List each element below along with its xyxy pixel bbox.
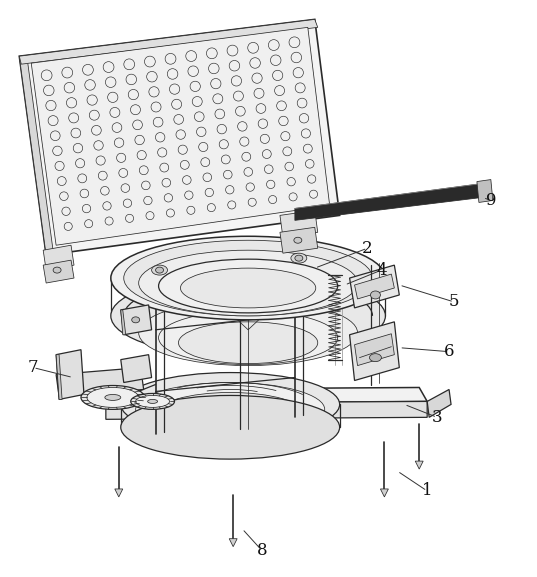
Polygon shape	[31, 27, 330, 245]
Polygon shape	[121, 305, 151, 335]
Polygon shape	[350, 322, 400, 380]
Polygon shape	[427, 389, 451, 417]
Ellipse shape	[53, 267, 61, 273]
Polygon shape	[229, 539, 237, 546]
Polygon shape	[106, 402, 427, 419]
Polygon shape	[43, 245, 74, 270]
Text: 9: 9	[485, 192, 496, 209]
Polygon shape	[19, 20, 339, 255]
Ellipse shape	[158, 259, 338, 313]
Ellipse shape	[121, 373, 339, 436]
Text: 5: 5	[449, 294, 459, 310]
Ellipse shape	[156, 392, 305, 436]
Ellipse shape	[139, 250, 358, 316]
Polygon shape	[354, 334, 394, 366]
Ellipse shape	[151, 265, 168, 275]
Text: 7: 7	[28, 359, 39, 376]
Polygon shape	[56, 350, 84, 399]
Text: 2: 2	[362, 239, 373, 257]
Polygon shape	[295, 183, 482, 220]
Ellipse shape	[148, 399, 157, 403]
Polygon shape	[380, 489, 388, 497]
Ellipse shape	[136, 395, 170, 407]
Polygon shape	[115, 489, 123, 497]
Polygon shape	[19, 20, 318, 64]
Ellipse shape	[291, 253, 307, 263]
Text: 6: 6	[444, 343, 454, 360]
Polygon shape	[106, 388, 427, 403]
Polygon shape	[477, 179, 493, 203]
Polygon shape	[350, 265, 400, 308]
Ellipse shape	[111, 274, 386, 358]
Polygon shape	[109, 389, 414, 404]
Polygon shape	[354, 274, 394, 299]
Text: 4: 4	[376, 261, 387, 279]
Ellipse shape	[87, 388, 139, 407]
Ellipse shape	[139, 300, 358, 366]
Ellipse shape	[295, 255, 303, 261]
Polygon shape	[280, 227, 318, 253]
Ellipse shape	[105, 395, 121, 400]
Polygon shape	[43, 260, 74, 283]
Polygon shape	[121, 310, 126, 335]
Ellipse shape	[111, 236, 386, 320]
Polygon shape	[121, 355, 151, 383]
Ellipse shape	[124, 240, 373, 316]
Ellipse shape	[156, 267, 164, 273]
Ellipse shape	[81, 385, 144, 409]
Text: 3: 3	[432, 409, 442, 426]
Ellipse shape	[371, 291, 380, 299]
Polygon shape	[56, 368, 144, 396]
Polygon shape	[19, 56, 54, 258]
Ellipse shape	[130, 394, 175, 409]
Ellipse shape	[178, 322, 318, 364]
Ellipse shape	[158, 311, 338, 365]
Ellipse shape	[132, 317, 140, 323]
Ellipse shape	[180, 268, 316, 308]
Polygon shape	[280, 211, 318, 237]
Text: 8: 8	[257, 542, 267, 559]
Polygon shape	[415, 461, 423, 469]
Ellipse shape	[121, 395, 339, 459]
Ellipse shape	[136, 383, 325, 436]
Text: 1: 1	[422, 482, 432, 500]
Polygon shape	[56, 355, 62, 399]
Ellipse shape	[294, 237, 302, 243]
Ellipse shape	[369, 354, 381, 362]
